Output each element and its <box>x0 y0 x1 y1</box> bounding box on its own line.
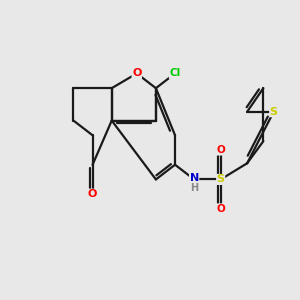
Text: N: N <box>190 173 199 183</box>
Text: Cl: Cl <box>169 68 181 78</box>
Text: O: O <box>132 68 141 78</box>
Text: O: O <box>216 145 225 155</box>
Text: O: O <box>88 189 97 199</box>
Text: O: O <box>216 204 225 214</box>
Text: S: S <box>217 174 225 184</box>
Text: S: S <box>270 107 278 117</box>
Text: H: H <box>190 183 198 193</box>
